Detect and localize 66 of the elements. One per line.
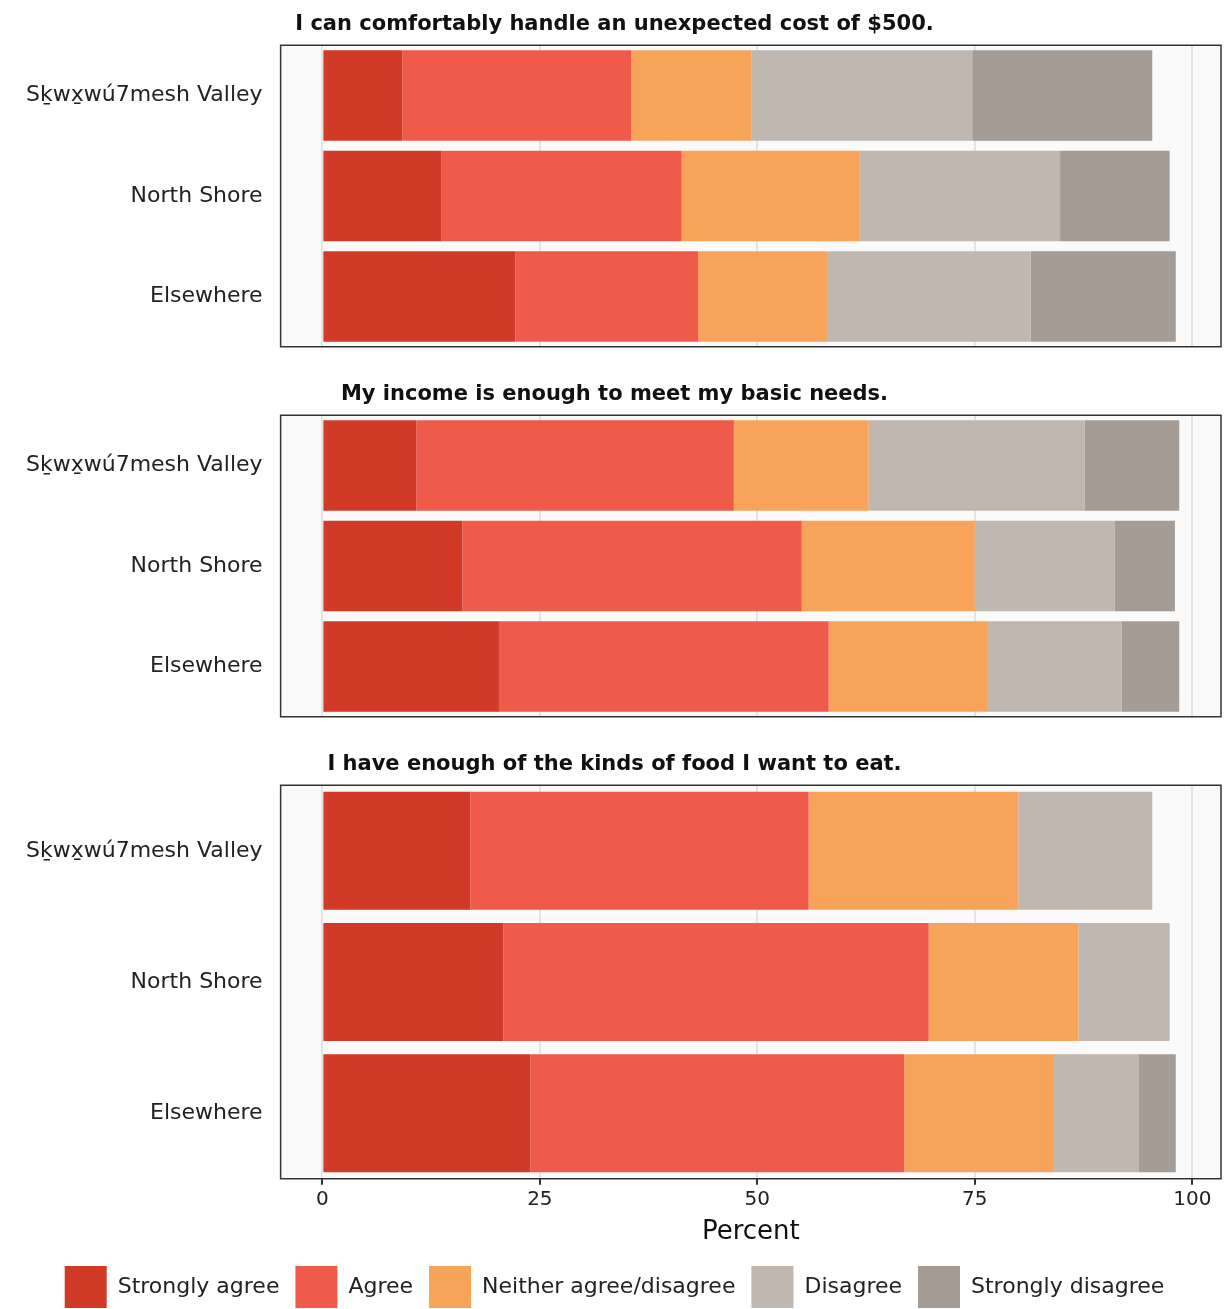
chart-title: I can comfortably handle an unexpected cost of $500. [295,11,934,36]
bar [631,50,752,141]
x-tick-label: 0 [316,1186,329,1210]
x-tick-label: 25 [527,1186,553,1210]
bar [323,251,516,342]
bar [323,150,442,242]
y-tick-label: North Shore [130,967,263,993]
y-tick-label: Sḵwx̱wú7mesh Valley [25,81,263,107]
bar [1121,621,1180,712]
x-axis-title: Percent [701,1215,800,1246]
bar [868,420,1085,511]
bar [928,922,1079,1042]
bar [1030,251,1176,342]
bar [986,621,1122,712]
bar [323,791,471,910]
bar [323,621,499,712]
bar [416,420,734,511]
bar [801,520,975,612]
bar [808,791,1019,910]
bar [733,420,869,511]
bar [323,520,463,612]
bar [1114,520,1175,612]
x-tick-label: 50 [744,1186,771,1210]
legend-label: Strongly disagree [971,1272,1165,1298]
bar [698,251,827,342]
bar [1060,150,1170,242]
y-tick-label: Elsewhere [150,282,263,308]
bar [503,922,929,1042]
bar [904,1054,1054,1173]
legend-label: Strongly agree [117,1272,280,1298]
y-tick-label: Sḵwx̱wú7mesh Valley [25,451,263,477]
bar [828,621,987,712]
bar [462,520,802,612]
bar [826,251,1031,342]
y-tick-label: Elsewhere [150,652,263,678]
bar [1084,420,1180,511]
y-tick-label: Elsewhere [150,1098,263,1124]
legend-label: Neither agree/disagree [482,1272,736,1298]
bar [323,50,403,141]
bar [441,150,682,242]
bar [681,150,860,242]
bar [1078,922,1170,1042]
chart-title: My income is enough to meet my basic needs. [340,381,889,406]
bar [859,150,1061,242]
bar [323,922,504,1042]
bar [402,50,632,141]
y-tick-label: North Shore [130,551,263,577]
y-tick-label: Sḵwx̱wú7mesh Valley [25,836,263,862]
bar [323,420,417,511]
bar [323,1054,531,1173]
bar [974,520,1115,612]
legend-label: Agree [348,1272,414,1298]
bar [530,1054,905,1173]
legend-label: Disagree [804,1272,903,1298]
bar [515,251,699,342]
x-tick-label: 75 [962,1186,988,1210]
bar [1053,1054,1139,1173]
x-tick-label: 100 [1173,1186,1212,1210]
bar [751,50,973,141]
chart-title: I have enough of the kinds of food I want to eat. [327,751,902,776]
bar [972,50,1153,141]
bar [1138,1054,1176,1173]
bar [498,621,829,712]
bar [470,791,809,910]
y-tick-label: North Shore [130,181,263,207]
bar [1018,791,1153,910]
